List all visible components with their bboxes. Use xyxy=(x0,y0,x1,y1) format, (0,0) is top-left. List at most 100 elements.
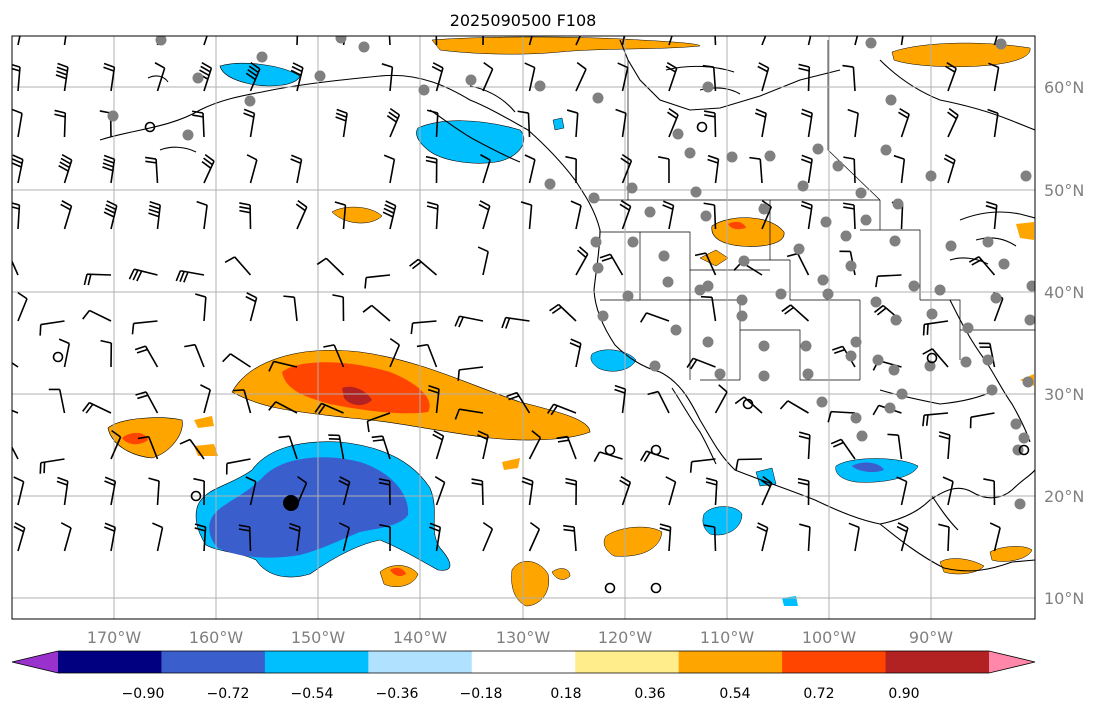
wind-barb-flag xyxy=(551,306,562,315)
wind-barb-flag xyxy=(922,348,933,355)
wind-barb xyxy=(389,159,396,184)
wind-barb xyxy=(389,344,401,368)
wind-barb xyxy=(527,112,531,138)
wind-barb xyxy=(807,526,811,552)
wind-barb xyxy=(321,402,344,414)
wind-barb xyxy=(17,527,26,552)
gridlines xyxy=(12,36,1035,619)
wind-barb-flag xyxy=(201,62,212,69)
wind-barb-flag xyxy=(199,69,210,77)
wind-barb-flag xyxy=(990,21,1000,26)
station-dot xyxy=(998,258,1010,270)
station-dot xyxy=(995,38,1007,50)
wind-barb xyxy=(621,67,629,92)
wind-barb-flag xyxy=(895,17,905,21)
wind-barb-flag xyxy=(381,63,393,68)
wind-barb-flag xyxy=(128,268,135,280)
wind-barb-flag xyxy=(145,156,157,160)
wind-barb-flag xyxy=(17,291,28,300)
wind-barb-flag xyxy=(334,201,346,206)
wind-barb-flag xyxy=(382,211,394,218)
wind-barb-flag xyxy=(246,154,258,161)
wind-barb-flag xyxy=(61,200,72,207)
wind-barb xyxy=(713,526,717,552)
wind-barb-flag xyxy=(372,439,384,442)
wind-barb-flag xyxy=(12,162,22,168)
anomaly-fill xyxy=(107,36,1034,607)
wind-barb xyxy=(110,67,116,92)
wind-barb xyxy=(668,481,677,506)
wind-barb xyxy=(761,482,773,506)
wind-barb xyxy=(621,482,632,506)
wind-barb xyxy=(203,36,208,46)
wind-barb xyxy=(17,298,28,322)
wind-barb xyxy=(993,298,1004,322)
wind-barb-flag xyxy=(233,389,245,392)
wind-barb-flag xyxy=(429,522,441,529)
lat-label: 60°N xyxy=(1044,78,1084,97)
wind-barb-flag xyxy=(12,67,20,72)
wind-barb xyxy=(947,526,950,552)
wind-barb-flag xyxy=(432,62,444,69)
wind-barb-flag xyxy=(0,356,1,364)
wind-barb xyxy=(296,36,299,46)
wind-barb-flag xyxy=(926,323,929,335)
wind-barb xyxy=(528,159,536,184)
wind-barb xyxy=(144,345,159,368)
wind-barb xyxy=(110,527,117,552)
wind-barb-flag xyxy=(599,253,611,259)
wind-barb xyxy=(621,389,627,414)
wind-barb-flag xyxy=(60,522,72,529)
wind-barb xyxy=(711,297,717,322)
wind-barb-flag xyxy=(1,260,12,262)
station-dot xyxy=(670,324,682,336)
lon-label: 100°W xyxy=(802,628,857,647)
wind-barb-flag xyxy=(704,19,715,21)
latitude-labels: 60°N 50°N 40°N 30°N 20°N 10°N xyxy=(1044,78,1084,608)
station-dot xyxy=(775,288,787,300)
wind-barb xyxy=(459,408,484,414)
wind-barb-flag xyxy=(152,21,162,26)
station-dot xyxy=(802,368,814,380)
wind-barb-flag xyxy=(987,108,999,114)
wind-barb xyxy=(761,67,770,92)
wind-barb-flag xyxy=(14,522,26,529)
wind-barb xyxy=(993,36,998,46)
station-dot xyxy=(812,143,824,155)
wind-barb-flag xyxy=(386,115,397,123)
wind-barb-flag xyxy=(659,523,671,528)
station-dot xyxy=(155,36,167,46)
wind-barb xyxy=(761,527,769,552)
wind-barb xyxy=(609,253,624,276)
colorbar-tick: 0.54 xyxy=(719,686,750,702)
wind-barb xyxy=(853,158,856,184)
wind-barb xyxy=(17,204,21,230)
lat-label: 30°N xyxy=(1044,385,1084,404)
wind-barb xyxy=(249,297,258,322)
wind-barb-flag xyxy=(971,258,982,266)
wind-barb-flag xyxy=(480,154,491,161)
wind-barb-flag xyxy=(942,476,954,483)
wind-barb xyxy=(575,205,582,230)
wind-barb-flag xyxy=(57,476,69,482)
colorbar-tick: −0.90 xyxy=(122,686,165,702)
wind-barb xyxy=(325,257,345,276)
wind-barb-flag xyxy=(145,160,157,164)
wind-barb-flag xyxy=(295,203,306,212)
wind-barb xyxy=(17,481,25,506)
wind-barb xyxy=(226,458,251,465)
wind-barb xyxy=(388,36,391,46)
wind-barb xyxy=(147,436,159,460)
station-dot xyxy=(649,360,661,372)
wind-barb-flag xyxy=(620,199,632,208)
wind-barb xyxy=(575,36,581,46)
wind-barb-flag xyxy=(557,439,569,443)
wind-barb xyxy=(133,320,158,325)
wind-barb-flag xyxy=(898,111,909,119)
wind-barb xyxy=(482,528,494,552)
wind-barb-flag xyxy=(184,343,196,348)
station-dot xyxy=(880,144,892,156)
wind-barb-flag xyxy=(12,154,24,161)
wind-barb-flag xyxy=(570,338,582,345)
wind-barb-flag xyxy=(887,433,899,436)
